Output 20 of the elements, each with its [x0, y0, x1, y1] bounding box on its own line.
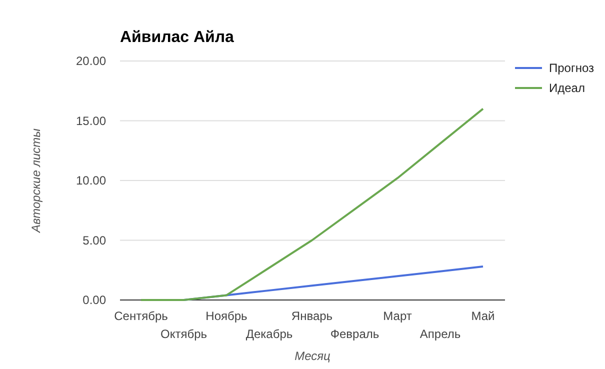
y-axis-title: Авторские листы — [29, 128, 43, 234]
legend-label: Прогноз — [549, 61, 595, 75]
x-axis-title: Месяц — [294, 349, 331, 363]
y-tick-label: 10.00 — [76, 174, 106, 188]
y-tick-label: 15.00 — [76, 114, 106, 128]
x-tick-label: Октябрь — [160, 327, 208, 341]
legend-label: Идеал — [549, 81, 585, 95]
line-series — [140, 108, 484, 301]
y-tick-label: 5.00 — [82, 233, 106, 248]
x-tick-label: Январь — [291, 309, 333, 323]
x-tick-label: Ноябрь — [206, 309, 248, 323]
x-tick-label: Апрель — [420, 327, 461, 341]
x-tick-label: Сентябрь — [114, 309, 168, 323]
x-tick-label: Декабрь — [246, 327, 293, 341]
chart-title: Айвилас Айла — [120, 29, 234, 46]
x-tick-label: Май — [471, 309, 495, 323]
x-tick-label: Февраль — [330, 327, 380, 341]
y-tick-label: 0.00 — [82, 293, 106, 307]
y-tick-label: 20.00 — [76, 54, 106, 68]
x-tick-label: Март — [383, 309, 412, 323]
